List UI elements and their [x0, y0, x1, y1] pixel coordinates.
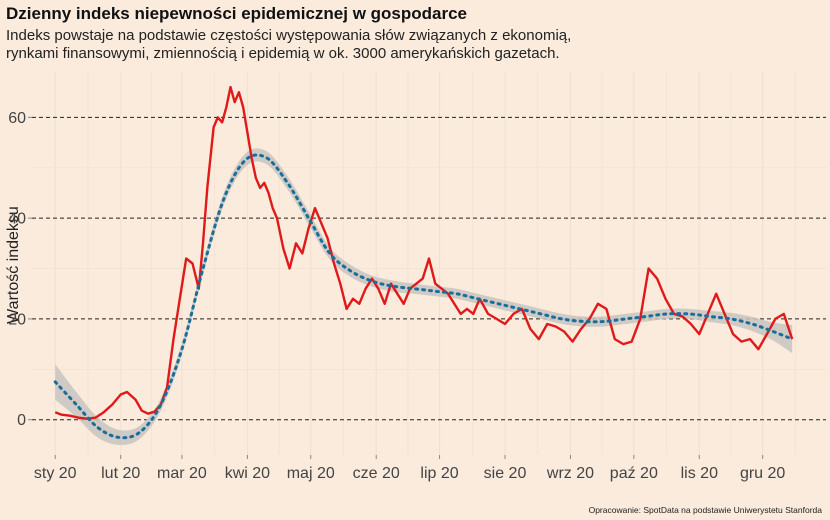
x-tick-label: lip 20: [420, 465, 458, 482]
x-axis-ticks: sty 20 lut 20 mar 20 kwi 20 maj 20 cze 20 lip …: [34, 455, 785, 482]
x-tick-label: mar 20: [157, 465, 207, 482]
chart-caption: Opracowanie: SpotData na podstawie Uniwe…: [588, 505, 822, 515]
chart-title: Dzienny indeks niepewności epidemicznej …: [6, 4, 468, 23]
plot-panel: [32, 72, 826, 455]
y-tick-label: 0: [17, 412, 26, 429]
subtitle-line-2: rynkami finansowymi, zmiennością i epide…: [6, 45, 560, 62]
x-tick-label: wrz 20: [546, 465, 594, 482]
x-tick-label: gru 20: [740, 465, 785, 482]
x-tick-label: sty 20: [34, 465, 77, 482]
y-tick-label: 40: [8, 211, 26, 228]
x-tick-label: paź 20: [610, 465, 658, 482]
x-tick-label: lis 20: [681, 465, 718, 482]
y-tick-label: 60: [8, 110, 26, 127]
x-tick-label: maj 20: [287, 465, 335, 482]
y-axis-ticks: 0 20 40 60: [8, 110, 32, 429]
chart-subtitle: Indeks powstaje na podstawie częstości w…: [6, 27, 806, 63]
x-tick-label: kwi 20: [225, 465, 270, 482]
x-tick-label: cze 20: [353, 465, 400, 482]
y-tick-label: 20: [8, 311, 26, 328]
minor-grid: [32, 72, 826, 455]
x-tick-label: lut 20: [101, 465, 140, 482]
subtitle-line-1: Indeks powstaje na podstawie częstości w…: [6, 27, 572, 44]
x-tick-label: sie 20: [484, 465, 527, 482]
